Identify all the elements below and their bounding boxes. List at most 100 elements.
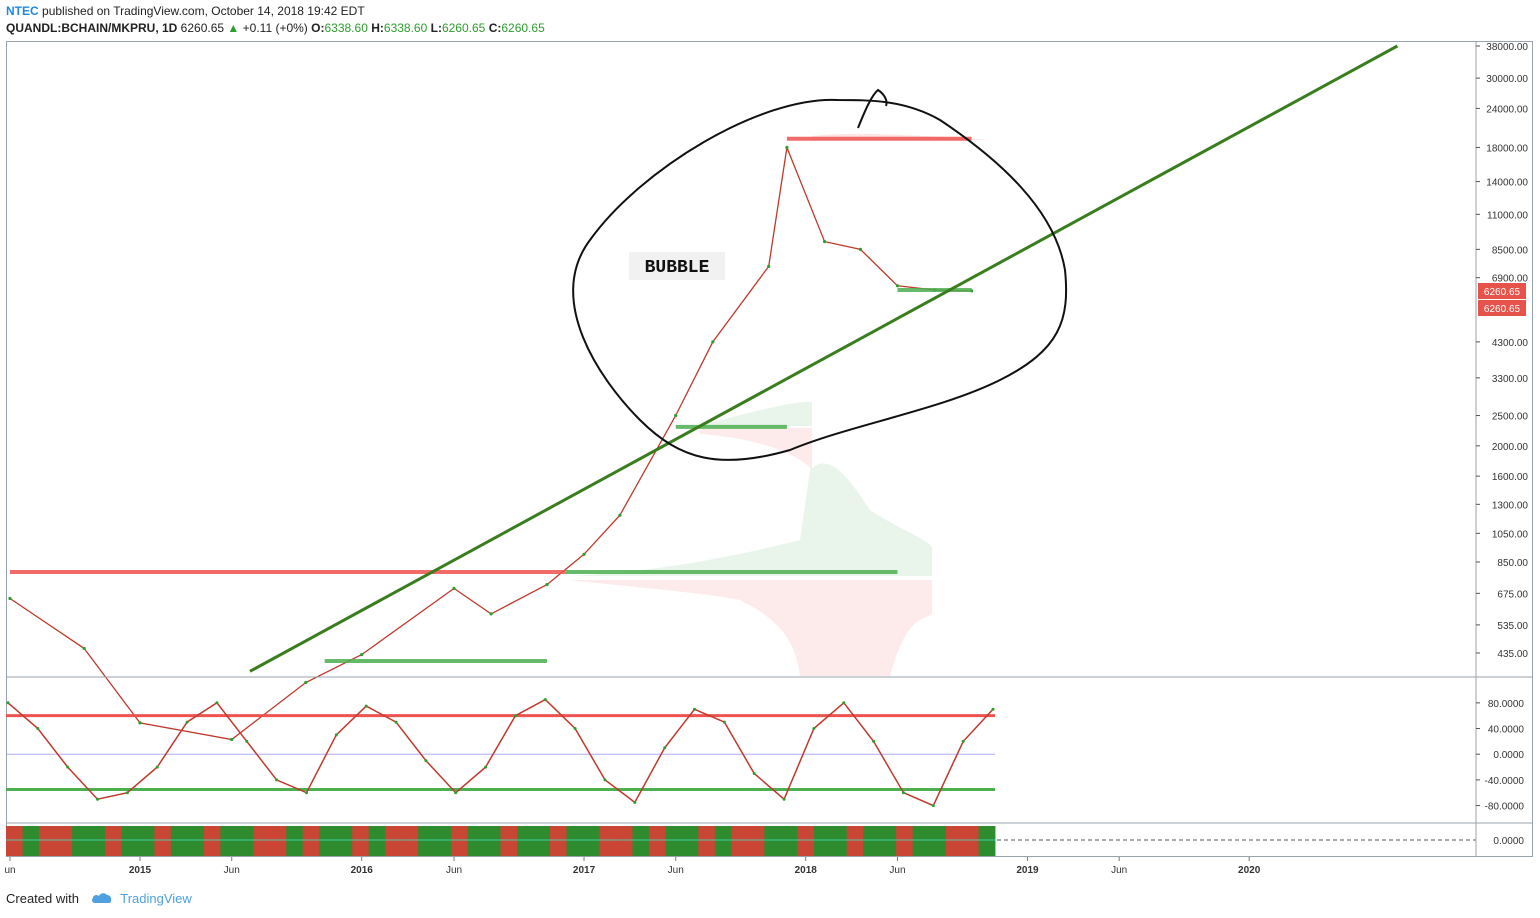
last-price-badges: 6260.65 6260.65 bbox=[1478, 283, 1526, 316]
time-tick-label: 2020 bbox=[1238, 865, 1261, 876]
volume-profile-green bbox=[700, 401, 812, 426]
histogram-bar bbox=[385, 826, 403, 856]
price-point bbox=[618, 513, 622, 517]
price-tick-label: 38000.00 bbox=[1486, 42, 1528, 53]
publisher-name[interactable]: NTEC bbox=[6, 4, 39, 18]
price-point bbox=[785, 145, 789, 150]
osc-point bbox=[6, 701, 10, 705]
open-label: O: bbox=[311, 21, 325, 35]
histogram-bar bbox=[863, 826, 881, 856]
tradingview-link[interactable]: TradingView bbox=[120, 891, 192, 906]
osc-tick-label: 0.0000 bbox=[1493, 750, 1524, 761]
volume-profile-red bbox=[570, 580, 932, 676]
price-badge-1 bbox=[1478, 283, 1526, 299]
price-point bbox=[711, 340, 715, 344]
trendline[interactable] bbox=[249, 44, 1399, 673]
price-tick-label: 30000.00 bbox=[1486, 74, 1528, 85]
histogram-bar bbox=[319, 826, 337, 856]
price-change: +0.11 (+0%) bbox=[242, 21, 308, 35]
histogram-bar bbox=[714, 826, 732, 856]
osc-tick-label: 80.0000 bbox=[1488, 699, 1525, 710]
close-value: 6260.65 bbox=[501, 21, 545, 35]
osc-point bbox=[513, 714, 517, 718]
osc-point bbox=[663, 746, 667, 750]
osc-point bbox=[782, 797, 786, 801]
osc-tick-label: -40.0000 bbox=[1485, 776, 1525, 787]
price-tick-label: 435.00 bbox=[1497, 649, 1528, 660]
osc-point bbox=[543, 698, 547, 702]
histogram-bar bbox=[352, 826, 370, 856]
price-point bbox=[8, 596, 12, 601]
price-badge-1-text: 6260.65 bbox=[1484, 287, 1521, 298]
histogram-bar bbox=[764, 826, 782, 856]
time-tick-label: 2017 bbox=[573, 865, 596, 876]
time-tick-label: 2018 bbox=[795, 865, 818, 876]
histogram-bar bbox=[203, 826, 221, 856]
osc-point bbox=[931, 804, 935, 808]
price-point bbox=[895, 284, 900, 288]
footer: Created with TradingView bbox=[6, 891, 192, 907]
up-arrow-icon: ▲ bbox=[227, 21, 240, 35]
histogram-bar bbox=[912, 826, 930, 856]
osc-point bbox=[215, 701, 219, 705]
tradingview-cloud-icon bbox=[91, 892, 113, 907]
price-point bbox=[452, 586, 456, 591]
osc-point bbox=[872, 739, 876, 743]
histogram-bar bbox=[747, 826, 765, 856]
histogram-bar bbox=[187, 826, 205, 856]
axes: 38000.00 30000.00 24000.00 18000.00 14000.00… bbox=[4, 41, 1533, 876]
osc-series-line[interactable] bbox=[7, 698, 994, 807]
time-tick-label: Jun bbox=[889, 865, 905, 876]
price-pane[interactable] bbox=[8, 44, 1399, 742]
time-tick-label: Jun bbox=[224, 865, 240, 876]
histogram-bar bbox=[88, 826, 106, 856]
histogram-bar bbox=[846, 826, 864, 856]
histogram-bar bbox=[582, 826, 600, 856]
osc-tick-label: -80.0000 bbox=[1485, 802, 1525, 813]
price-point bbox=[230, 737, 234, 742]
osc-point bbox=[424, 759, 428, 763]
price-tick-label: 3300.00 bbox=[1492, 374, 1529, 385]
histogram-bar bbox=[698, 826, 716, 856]
price-tick-label: 18000.00 bbox=[1486, 143, 1528, 154]
low-label: L: bbox=[430, 21, 442, 35]
osc-point bbox=[722, 720, 726, 724]
histogram-bar bbox=[368, 826, 386, 856]
oscillator-pane[interactable] bbox=[6, 698, 995, 808]
price-tick-label: 1300.00 bbox=[1492, 500, 1529, 511]
histogram-bar bbox=[566, 826, 584, 856]
price-tick-label: 2500.00 bbox=[1492, 412, 1529, 423]
osc-point bbox=[96, 797, 99, 801]
osc-point bbox=[275, 778, 279, 782]
histogram-bar bbox=[813, 826, 831, 856]
price-point bbox=[545, 583, 549, 587]
price-tick-label: 1600.00 bbox=[1492, 472, 1529, 483]
bubble-pointer-drawing bbox=[857, 88, 888, 129]
histogram-bar bbox=[71, 826, 89, 856]
price-badge-2-text: 6260.65 bbox=[1484, 304, 1521, 315]
histogram-bar bbox=[253, 826, 271, 856]
osc-point bbox=[66, 765, 70, 769]
histogram-bar bbox=[401, 826, 419, 856]
osc-point bbox=[961, 739, 965, 743]
histogram-bar bbox=[418, 826, 436, 856]
osc-point bbox=[693, 707, 696, 711]
price-tick-label: 1050.00 bbox=[1492, 529, 1529, 540]
bubble-label-bg bbox=[629, 252, 725, 280]
low-value: 6260.65 bbox=[441, 21, 486, 35]
histogram-bar bbox=[22, 826, 40, 856]
time-tick-label: 2016 bbox=[351, 865, 374, 876]
price-point bbox=[582, 552, 586, 556]
osc-tick-label: 40.0000 bbox=[1488, 725, 1525, 736]
histogram-bar bbox=[154, 826, 172, 856]
osc-point bbox=[364, 704, 368, 708]
histogram-bar bbox=[137, 826, 155, 856]
time-tick-label: Jun bbox=[1111, 865, 1127, 876]
price-line-series[interactable] bbox=[9, 145, 972, 741]
histogram-bar bbox=[517, 826, 534, 856]
histogram-bar bbox=[484, 826, 501, 856]
price-tick-label: 14000.00 bbox=[1486, 178, 1528, 189]
histogram-bar bbox=[648, 826, 666, 856]
osc-point bbox=[155, 765, 159, 769]
